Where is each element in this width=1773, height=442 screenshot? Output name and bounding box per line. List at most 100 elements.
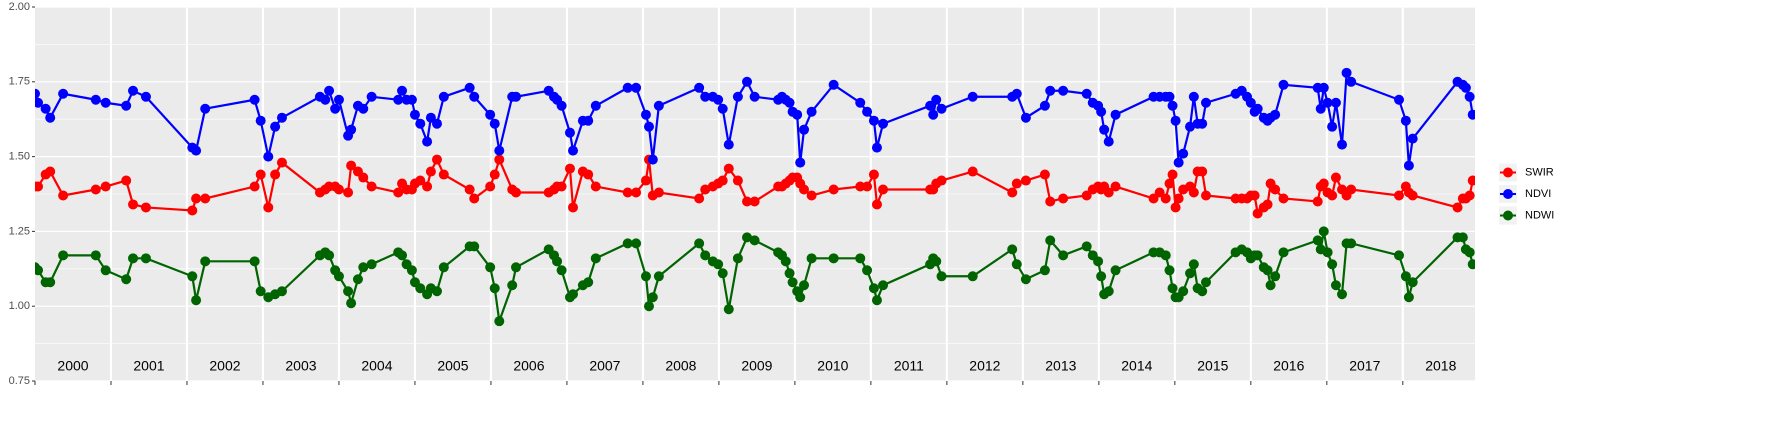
data-point	[276, 157, 287, 168]
data-point	[647, 154, 658, 165]
data-point	[1081, 241, 1092, 252]
data-point	[1400, 271, 1411, 282]
data-point	[1403, 160, 1414, 171]
data-point	[1188, 259, 1199, 270]
data-point	[511, 262, 522, 273]
data-point	[742, 196, 753, 207]
data-point	[653, 271, 664, 282]
year-label: 2014	[1121, 358, 1152, 374]
data-point	[1170, 115, 1181, 126]
data-point	[568, 145, 579, 156]
legend-key-point	[1503, 210, 1513, 221]
year-label: 2002	[209, 358, 240, 374]
data-point	[100, 265, 111, 276]
data-point	[1330, 280, 1341, 291]
data-point	[489, 283, 500, 294]
data-point	[855, 97, 866, 108]
data-point	[590, 100, 601, 111]
data-point	[552, 256, 563, 267]
data-point	[1394, 190, 1405, 201]
data-point	[868, 115, 879, 126]
data-point	[1318, 82, 1329, 93]
data-point	[694, 238, 705, 249]
data-point	[795, 292, 806, 303]
data-point	[187, 205, 198, 216]
data-point	[330, 103, 341, 114]
data-point	[1452, 202, 1463, 213]
data-point	[749, 235, 760, 246]
data-point	[200, 256, 211, 267]
data-point	[1007, 187, 1018, 198]
data-point	[828, 79, 839, 90]
data-point	[438, 91, 449, 102]
axes: 0.75 1.00 1.25 1.50 1.75 2.00 2000 2001 2002 2003…	[9, 1, 1457, 387]
data-point	[694, 82, 705, 93]
data-point	[590, 253, 601, 264]
data-point	[732, 253, 743, 264]
data-point	[45, 277, 56, 288]
data-point	[1262, 265, 1273, 276]
data-point	[1394, 94, 1405, 105]
data-point	[1178, 286, 1189, 297]
data-point	[1178, 148, 1189, 159]
data-point	[931, 256, 942, 267]
data-point	[1315, 103, 1326, 114]
data-point	[694, 193, 705, 204]
data-point	[366, 91, 377, 102]
data-point	[35, 97, 44, 108]
data-point	[128, 85, 139, 96]
data-point	[40, 103, 51, 114]
year-label: 2008	[665, 358, 696, 374]
data-point	[799, 184, 810, 195]
data-point	[255, 286, 266, 297]
data-point	[967, 271, 978, 282]
data-point	[324, 85, 335, 96]
y-tick-label: 0.75	[9, 375, 30, 387]
data-point	[643, 301, 654, 312]
data-point	[263, 151, 274, 162]
data-point	[393, 94, 404, 105]
data-point	[1394, 250, 1405, 261]
data-point	[1167, 283, 1178, 294]
data-point	[723, 139, 734, 150]
data-point	[868, 283, 879, 294]
data-point	[415, 118, 426, 129]
data-point	[464, 82, 475, 93]
data-point	[409, 109, 420, 120]
data-point	[713, 259, 724, 270]
data-point	[263, 202, 274, 213]
data-point	[1322, 247, 1333, 258]
data-point	[640, 175, 651, 186]
data-point	[58, 250, 69, 261]
data-point	[862, 181, 873, 192]
data-point	[1160, 250, 1171, 261]
data-point	[406, 94, 417, 105]
data-point	[511, 91, 522, 102]
data-point	[415, 283, 426, 294]
data-point	[494, 316, 505, 327]
data-point	[191, 193, 202, 204]
data-point	[1045, 196, 1056, 207]
data-point	[1278, 79, 1289, 90]
data-point	[1011, 259, 1022, 270]
data-point	[1110, 265, 1121, 276]
legend-label: NDVI	[1525, 188, 1551, 200]
data-point	[583, 115, 594, 126]
data-point	[1200, 277, 1211, 288]
data-point	[1173, 157, 1184, 168]
data-point	[1200, 190, 1211, 201]
data-point	[1200, 97, 1211, 108]
data-point	[358, 172, 369, 183]
data-point	[1096, 271, 1107, 282]
legend-label: SWIR	[1525, 166, 1554, 178]
data-point	[583, 277, 594, 288]
data-point	[35, 181, 44, 192]
legend-key-point	[1503, 167, 1513, 178]
legend-label: NDWI	[1525, 209, 1554, 221]
data-point	[438, 262, 449, 273]
data-point	[732, 91, 743, 102]
data-point	[1312, 235, 1323, 246]
data-point	[583, 169, 594, 180]
data-point	[1460, 82, 1471, 93]
